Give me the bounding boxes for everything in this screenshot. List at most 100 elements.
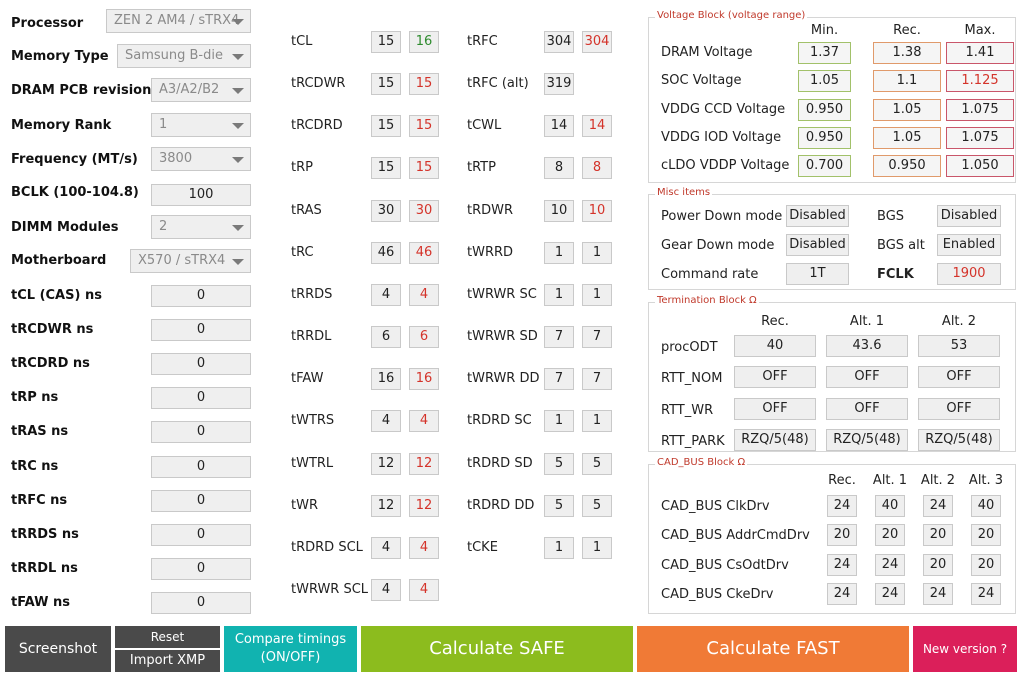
timing-value[interactable]: 14 bbox=[544, 115, 574, 137]
termination-value[interactable]: RZQ/5(48) bbox=[826, 429, 908, 451]
frequency-select[interactable]: 3800 bbox=[151, 147, 251, 171]
cadbus-value[interactable]: 24 bbox=[971, 583, 1001, 605]
termination-value[interactable]: OFF bbox=[918, 366, 1000, 388]
termination-value[interactable]: OFF bbox=[826, 366, 908, 388]
processor-select[interactable]: ZEN 2 AM4 / sTRX4 bbox=[106, 9, 251, 33]
voltage-rec-value[interactable]: 1.05 bbox=[873, 99, 941, 121]
timing-value[interactable]: 1 bbox=[544, 537, 574, 559]
ns-input[interactable]: 0 bbox=[151, 421, 251, 443]
cadbus-value[interactable]: 24 bbox=[875, 554, 905, 576]
cadbus-value[interactable]: 20 bbox=[971, 554, 1001, 576]
voltage-max-value[interactable]: 1.41 bbox=[946, 42, 1014, 64]
voltage-min-value[interactable]: 0.950 bbox=[798, 99, 851, 121]
import-xmp-button[interactable]: Import XMP bbox=[115, 650, 220, 672]
timing-value[interactable]: 7 bbox=[544, 326, 574, 348]
cadbus-value[interactable]: 24 bbox=[827, 554, 857, 576]
voltage-max-value[interactable]: 1.125 bbox=[946, 70, 1014, 92]
command-rate-value[interactable]: 1T bbox=[786, 263, 849, 285]
calculate-fast-button[interactable]: Calculate FAST bbox=[637, 626, 909, 672]
ns-input[interactable]: 0 bbox=[151, 319, 251, 341]
timing-value[interactable]: 4 bbox=[371, 579, 401, 601]
cadbus-value[interactable]: 20 bbox=[923, 524, 953, 546]
cadbus-value[interactable]: 20 bbox=[923, 554, 953, 576]
cadbus-value[interactable]: 20 bbox=[827, 524, 857, 546]
voltage-max-value[interactable]: 1.050 bbox=[946, 155, 1014, 177]
voltage-max-value[interactable]: 1.075 bbox=[946, 127, 1014, 149]
timing-value[interactable]: 10 bbox=[544, 200, 574, 222]
cadbus-value[interactable]: 40 bbox=[971, 495, 1001, 517]
power-down-value[interactable]: Disabled bbox=[786, 205, 849, 227]
ns-input[interactable]: 0 bbox=[151, 353, 251, 375]
timing-value[interactable]: 8 bbox=[544, 157, 574, 179]
termination-value[interactable]: RZQ/5(48) bbox=[734, 429, 816, 451]
ns-input[interactable]: 0 bbox=[151, 490, 251, 512]
screenshot-button[interactable]: Screenshot bbox=[5, 626, 111, 672]
cadbus-value[interactable]: 24 bbox=[827, 583, 857, 605]
cadbus-value[interactable]: 24 bbox=[827, 495, 857, 517]
voltage-rec-value[interactable]: 1.05 bbox=[873, 127, 941, 149]
voltage-min-value[interactable]: 1.05 bbox=[798, 70, 851, 92]
timing-value[interactable]: 15 bbox=[371, 31, 401, 53]
timing-value[interactable]: 6 bbox=[371, 326, 401, 348]
timing-value[interactable]: 30 bbox=[371, 200, 401, 222]
termination-value[interactable]: 40 bbox=[734, 335, 816, 357]
termination-value[interactable]: OFF bbox=[734, 366, 816, 388]
ns-input[interactable]: 0 bbox=[151, 558, 251, 580]
memory-type-select[interactable]: Samsung B-die bbox=[117, 44, 251, 68]
calculate-safe-button[interactable]: Calculate SAFE bbox=[361, 626, 633, 672]
voltage-rec-value[interactable]: 1.38 bbox=[873, 42, 941, 64]
ns-input[interactable]: 0 bbox=[151, 285, 251, 307]
cadbus-value[interactable]: 20 bbox=[875, 524, 905, 546]
ns-input[interactable]: 0 bbox=[151, 456, 251, 478]
termination-value[interactable]: OFF bbox=[734, 398, 816, 420]
termination-value[interactable]: RZQ/5(48) bbox=[918, 429, 1000, 451]
memory-rank-select[interactable]: 1 bbox=[151, 113, 251, 137]
cadbus-value[interactable]: 24 bbox=[923, 495, 953, 517]
gear-down-value[interactable]: Disabled bbox=[786, 234, 849, 256]
compare-timings-button[interactable]: Compare timings (ON/OFF) bbox=[224, 626, 357, 672]
voltage-max-value[interactable]: 1.075 bbox=[946, 99, 1014, 121]
timing-value[interactable]: 15 bbox=[371, 157, 401, 179]
timing-value[interactable]: 4 bbox=[371, 410, 401, 432]
ns-input[interactable]: 0 bbox=[151, 524, 251, 546]
timing-value[interactable]: 1 bbox=[544, 284, 574, 306]
bgs-value[interactable]: Disabled bbox=[937, 205, 1001, 227]
timing-value[interactable]: 16 bbox=[371, 368, 401, 390]
ns-input[interactable]: 0 bbox=[151, 387, 251, 409]
termination-value[interactable]: OFF bbox=[826, 398, 908, 420]
fclk-value[interactable]: 1900 bbox=[937, 263, 1001, 285]
voltage-rec-value[interactable]: 1.1 bbox=[873, 70, 941, 92]
termination-value[interactable]: OFF bbox=[918, 398, 1000, 420]
dram-pcb-select[interactable]: A3/A2/B2 bbox=[151, 78, 251, 102]
cadbus-value[interactable]: 40 bbox=[875, 495, 905, 517]
timing-value[interactable]: 319 bbox=[544, 73, 574, 95]
timing-value[interactable]: 1 bbox=[544, 410, 574, 432]
timing-value[interactable]: 304 bbox=[544, 31, 574, 53]
motherboard-select[interactable]: X570 / sTRX4 bbox=[130, 249, 251, 273]
termination-value[interactable]: 43.6 bbox=[826, 335, 908, 357]
cadbus-value[interactable]: 24 bbox=[923, 583, 953, 605]
timing-value[interactable]: 4 bbox=[371, 537, 401, 559]
timing-value[interactable]: 12 bbox=[371, 495, 401, 517]
bgs-alt-value[interactable]: Enabled bbox=[937, 234, 1001, 256]
timing-value[interactable]: 12 bbox=[371, 453, 401, 475]
timing-value[interactable]: 5 bbox=[544, 495, 574, 517]
timing-value[interactable]: 1 bbox=[544, 242, 574, 264]
timing-value[interactable]: 15 bbox=[371, 115, 401, 137]
timing-value[interactable]: 7 bbox=[544, 368, 574, 390]
cadbus-value[interactable]: 20 bbox=[971, 524, 1001, 546]
timing-value[interactable]: 5 bbox=[544, 453, 574, 475]
timing-value[interactable]: 15 bbox=[371, 73, 401, 95]
new-version-button[interactable]: New version ? bbox=[913, 626, 1017, 672]
cadbus-value[interactable]: 24 bbox=[875, 583, 905, 605]
voltage-rec-value[interactable]: 0.950 bbox=[873, 155, 941, 177]
voltage-min-value[interactable]: 1.37 bbox=[798, 42, 851, 64]
voltage-min-value[interactable]: 0.950 bbox=[798, 127, 851, 149]
bclk-input[interactable]: 100 bbox=[151, 184, 251, 206]
timing-value[interactable]: 4 bbox=[371, 284, 401, 306]
timing-value[interactable]: 46 bbox=[371, 242, 401, 264]
voltage-min-value[interactable]: 0.700 bbox=[798, 155, 851, 177]
reset-button[interactable]: Reset bbox=[115, 626, 220, 648]
ns-input[interactable]: 0 bbox=[151, 592, 251, 614]
termination-value[interactable]: 53 bbox=[918, 335, 1000, 357]
